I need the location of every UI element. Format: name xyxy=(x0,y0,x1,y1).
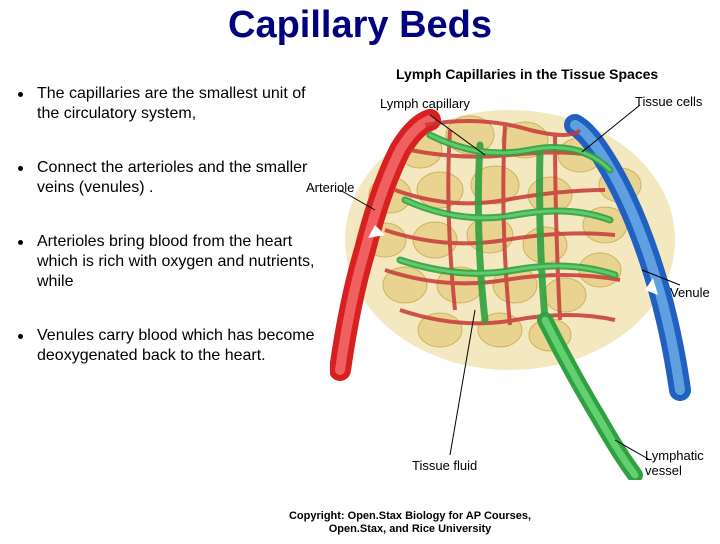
bullet-text: The capillaries are the smallest unit of… xyxy=(37,84,328,124)
bullet-item: Arterioles bring blood from the heart wh… xyxy=(18,232,328,292)
copyright-text: Copyright: Open.Stax Biology for AP Cour… xyxy=(0,510,720,536)
bullet-dot-icon xyxy=(18,334,23,339)
label-lymph-capillary: Lymph capillary xyxy=(380,96,470,111)
bullet-dot-icon xyxy=(18,92,23,97)
diagram-svg xyxy=(330,60,710,480)
label-venule: Venule xyxy=(670,285,710,300)
bullet-text: Venules carry blood which has become deo… xyxy=(37,326,328,366)
diagram-heading: Lymph Capillaries in the Tissue Spaces xyxy=(396,66,658,82)
page-title: Capillary Beds xyxy=(0,4,720,47)
bullet-dot-icon xyxy=(18,240,23,245)
bullet-list: The capillaries are the smallest unit of… xyxy=(18,84,328,400)
capillary-diagram: Lymph Capillaries in the Tissue Spaces xyxy=(330,60,710,480)
bullet-dot-icon xyxy=(18,166,23,171)
bullet-item: Venules carry blood which has become deo… xyxy=(18,326,328,366)
bullet-item: Connect the arterioles and the smaller v… xyxy=(18,158,328,198)
bullet-text: Connect the arterioles and the smaller v… xyxy=(37,158,328,198)
label-tissue-cells: Tissue cells xyxy=(635,94,702,109)
label-tissue-fluid: Tissue fluid xyxy=(412,458,477,473)
bullet-item: The capillaries are the smallest unit of… xyxy=(18,84,328,124)
label-arteriole: Arteriole xyxy=(306,180,354,195)
label-lymphatic-vessel: Lymphatic vessel xyxy=(645,448,704,478)
bullet-text: Arterioles bring blood from the heart wh… xyxy=(37,232,328,292)
